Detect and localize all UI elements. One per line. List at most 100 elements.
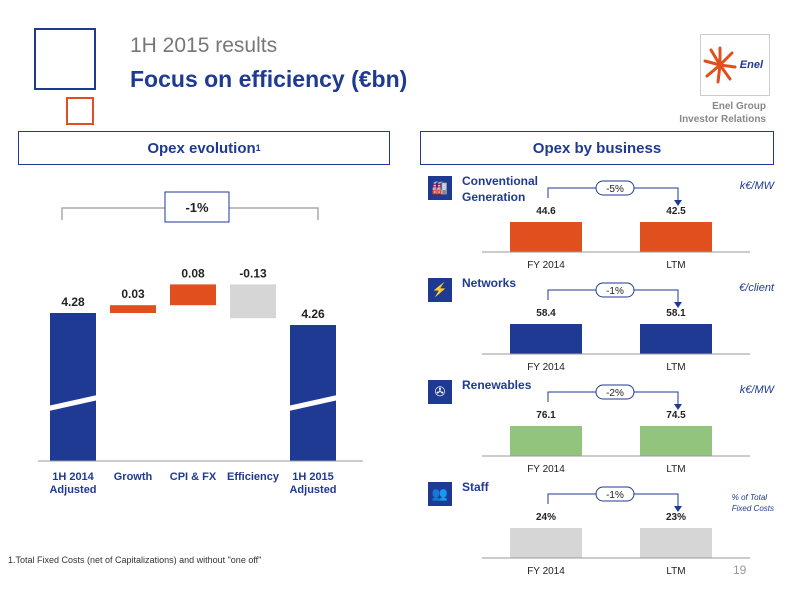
business-bar-chart: -2% 76.1 FY 2014 74.5 LTM (482, 384, 750, 474)
waterfall-bar (50, 313, 96, 461)
business-value-label: 42.5 (666, 206, 686, 217)
axis-break-mark (285, 394, 341, 412)
waterfall-value-label: 4.28 (61, 295, 85, 309)
business-value-label: 23% (666, 512, 686, 523)
waterfall-bar (110, 305, 156, 313)
business-value-label: 58.4 (536, 308, 556, 319)
change-label: -1% (606, 490, 624, 501)
change-bracket (547, 187, 679, 202)
waterfall-category-label: Efficiency (227, 471, 280, 483)
business-panels: 🏭 Conventional Generation k€/MW -5% 44.6 FY 20… (420, 168, 780, 576)
change-bracket (547, 391, 679, 406)
group-line-1: Enel Group (712, 101, 766, 112)
business-category-label: LTM (666, 566, 685, 576)
waterfall-bar (290, 325, 336, 461)
waterfall-category-label: Adjusted (289, 484, 336, 496)
decorative-square-orange (66, 97, 94, 125)
business-value-label: 76.1 (536, 410, 556, 421)
pylon-icon: ⚡ (428, 278, 452, 302)
footnote: 1.Total Fixed Costs (net of Capitalizati… (8, 555, 262, 565)
business-category-label: LTM (666, 260, 685, 270)
waterfall-value-label: 0.03 (121, 287, 145, 301)
business-category-label: FY 2014 (527, 464, 565, 474)
change-arrowhead (674, 200, 682, 206)
waterfall-change-box (164, 191, 230, 223)
change-label: -1% (606, 286, 624, 297)
business-value-label: 58.1 (666, 308, 686, 319)
power-plant-icon: 🏭 (428, 176, 452, 200)
business-label: Conventional Generation (462, 173, 538, 205)
business-label-line: Renewables (462, 378, 532, 392)
waterfall-value-label: 0.08 (181, 266, 205, 280)
waterfall-value-label: -0.13 (239, 266, 267, 280)
business-label: Staff (462, 479, 489, 495)
slide-supertitle: 1H 2015 results (130, 34, 278, 57)
opex-by-business-title: Opex by business (532, 139, 662, 157)
business-bar-chart: -5% 44.6 FY 2014 42.5 LTM (482, 180, 750, 270)
waterfall-bar (170, 284, 216, 306)
business-value-label: 44.6 (536, 206, 556, 217)
change-arrowhead (674, 404, 682, 410)
business-unit: % of Total Fixed Costs (732, 492, 774, 514)
business-category-label: LTM (666, 464, 685, 474)
change-label: -5% (606, 184, 624, 195)
change-bracket (547, 493, 679, 508)
business-value-label: 24% (536, 512, 556, 523)
business-bar (510, 426, 582, 456)
business-block: 🏭 Conventional Generation k€/MW -5% 44.6 FY 20… (420, 168, 780, 270)
business-label-line: Conventional (462, 174, 539, 188)
business-unit: €/client (739, 282, 774, 294)
decorative-square-blue (34, 28, 96, 90)
page-number: 19 (733, 563, 747, 577)
business-bar (640, 222, 712, 252)
business-block: 👥 Staff % of Total Fixed Costs -1% 24% FY 2014… (420, 474, 780, 576)
change-pill (595, 282, 635, 298)
waterfall-category-label: 1H 2014 (52, 471, 94, 483)
business-unit: k€/MW (739, 384, 774, 396)
slide-title: Focus on efficiency (€bn) (130, 66, 408, 92)
unit-line: Fixed Costs (731, 504, 774, 513)
opex-by-business-header: Opex by business (420, 131, 774, 165)
business-bar (640, 426, 712, 456)
business-bar (510, 222, 582, 252)
waterfall-category-label: 1H 2015 (292, 471, 334, 483)
wind-turbine-icon: ✇ (428, 380, 452, 404)
business-label-line: Networks (462, 276, 517, 290)
change-pill (595, 384, 635, 400)
business-category-label: FY 2014 (527, 362, 565, 372)
waterfall-change-label: -1% (185, 200, 209, 215)
waterfall-category-label: Growth (114, 471, 153, 483)
unit-line: % of Total (731, 493, 768, 502)
enel-logo: Enel (700, 34, 770, 96)
change-label: -2% (606, 388, 624, 399)
group-label: Enel Group Investor Relations (679, 100, 766, 126)
change-bracket (547, 289, 679, 304)
business-value-label: 74.5 (666, 410, 686, 421)
business-bar-chart: -1% 24% FY 2014 23% LTM (482, 486, 750, 576)
change-pill (595, 486, 635, 502)
opex-evolution-title: Opex evolution (147, 139, 256, 157)
business-category-label: LTM (666, 362, 685, 372)
business-block: ✇ Renewables k€/MW -2% 76.1 FY 2014 74.5 LTM (420, 372, 780, 474)
business-bar (510, 324, 582, 354)
enel-logo-mark (703, 46, 737, 84)
change-arrowhead (674, 506, 682, 512)
group-line-2: Investor Relations (679, 114, 766, 125)
waterfall-category-label: Adjusted (49, 484, 96, 496)
waterfall-value-label: 4.26 (301, 307, 325, 321)
business-bar-chart: -1% 58.4 FY 2014 58.1 LTM (482, 282, 750, 372)
business-bar (640, 324, 712, 354)
people-icon: 👥 (428, 482, 452, 506)
waterfall-category-label: CPI & FX (170, 471, 217, 483)
waterfall-bracket: -1% (61, 191, 319, 223)
footnote-marker: 1 (255, 143, 261, 153)
business-bar (510, 528, 582, 558)
waterfall-bar (230, 284, 276, 319)
business-label: Networks (462, 275, 516, 291)
change-pill (595, 180, 635, 196)
business-label-line: Generation (462, 190, 526, 204)
change-arrowhead (674, 302, 682, 308)
business-bar (640, 528, 712, 558)
logo-wordmark: Enel (739, 59, 763, 71)
